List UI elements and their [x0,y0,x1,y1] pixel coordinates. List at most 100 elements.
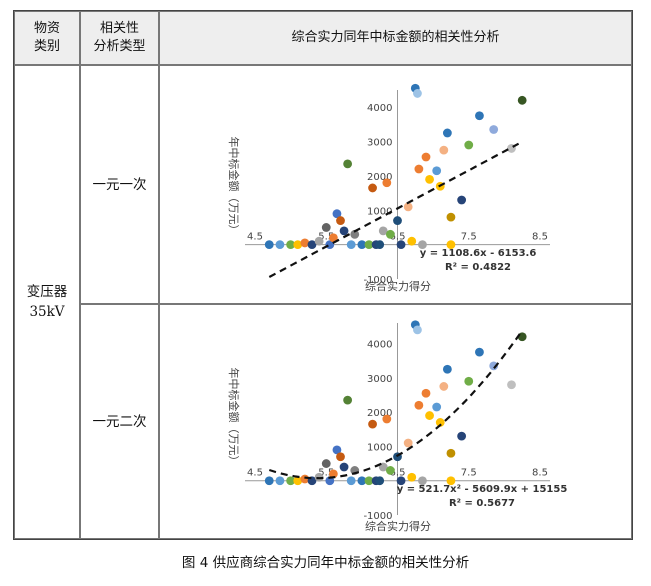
header-analysis-type: 相关性 分析类型 [80,11,159,65]
scatter-chart-linear: 4.5 5.5 6.5 7.5 8.5 -1000 1000 2000 3000 4000 y = … [227,83,550,293]
data-point [343,395,353,405]
y-tick-label: 4000 [367,103,392,114]
data-point [293,476,303,486]
data-point [442,128,452,138]
data-point [364,476,374,486]
data-point [475,111,484,121]
data-point [464,140,474,150]
data-point [343,159,353,169]
analysis-table: 物资类别 相关性 分析类型 综合实力同年中标金额的相关性分析 变压器 35kV 一元… [13,10,633,540]
header-chart-title: 综合实力同年中标金额的相关性分析 [159,11,632,65]
x-tick-label: 8.5 [532,232,548,243]
data-point [339,226,349,236]
data-point [307,240,317,250]
category-voltage: 35kV [29,304,65,320]
data-point [368,183,377,193]
trendline [268,329,524,480]
data-point [446,212,456,222]
data-point [418,476,427,486]
data-point [413,325,422,335]
data-point [332,209,342,219]
data-point [378,226,388,236]
header-category: 物资 类别 [14,11,80,65]
data-point [432,166,442,176]
header-analysis-type-line1: 相关性 [99,21,139,36]
x-axis-title: 综合实力得分 [365,519,431,533]
header-category-line2: 类别 [33,39,60,54]
data-point [275,240,285,250]
x-axis-title: 综合实力得分 [365,279,431,293]
data-point [286,476,296,486]
data-point [321,459,331,468]
data-point [425,411,434,420]
data-point [264,240,274,250]
data-point [332,445,342,455]
data-point [368,419,377,429]
trend-equation: y = 1108.6x - 6153.6 [420,248,537,259]
y-tick-label: -1000 [363,511,392,522]
data-point [382,178,392,188]
row2-type-cell: 一元二次 [80,304,159,539]
row1-type-label: 一元一次 [92,176,147,193]
x-tick-label: 8.5 [532,468,548,479]
data-point [375,476,385,486]
header-chart-title-text: 综合实力同年中标金额的相关性分析 [291,30,500,45]
data-point [421,388,431,398]
row1-chart-cell: 4.5 5.5 6.5 7.5 8.5 -1000 1000 2000 3000 4000 y = … [159,65,632,304]
x-tick-label: 4.5 [247,232,263,243]
data-point [489,361,499,371]
data-point [393,216,402,225]
data-point [413,89,422,98]
data-point [403,202,413,212]
data-point [425,174,434,184]
data-point [442,364,452,374]
data-point [336,216,345,225]
y-tick-label: 2000 [367,408,392,419]
data-point [432,402,442,412]
data-point [346,240,356,250]
data-point [475,347,484,357]
data-point [457,195,467,205]
category-name: 变压器 [26,284,68,300]
data-point [346,476,356,486]
data-point [403,438,413,448]
data-point [421,152,431,162]
data-point [364,240,374,250]
y-tick-label: 4000 [367,340,392,351]
data-point [293,240,303,250]
y-tick-label: 2000 [367,172,392,183]
data-point [414,164,424,174]
data-point [357,476,367,486]
data-point [336,452,345,462]
data-point [328,233,338,243]
data-point [414,400,424,410]
data-point [382,414,392,424]
data-point [446,240,456,250]
data-point [339,462,349,472]
data-point [385,229,395,239]
data-point [396,240,406,250]
data-point [407,472,417,482]
y-axis-title: 年中标金额（万元） [227,137,241,236]
data-point [385,466,395,475]
y-tick-label: 3000 [367,138,392,149]
data-point [350,229,360,239]
x-tick-label: 4.5 [247,468,263,479]
data-point [464,376,474,386]
data-point [435,418,445,427]
data-point [357,240,367,250]
data-point [446,476,456,486]
x-tick-label: 6.5 [390,468,406,479]
trend-equation: y = 521.7x² - 5609.9x + 15155 [397,484,568,495]
data-point [446,448,456,458]
data-point [396,476,406,486]
r-squared: R² = 0.5677 [449,498,515,509]
x-tick-label: 5.5 [318,232,334,243]
data-point [275,476,285,486]
data-point [375,240,385,250]
data-point [407,236,417,246]
header-category-line1: 物资 [33,21,60,36]
y-axis-title: 年中标金额（万元） [227,368,241,467]
x-tick-label: 7.5 [461,232,477,243]
data-point [328,469,338,479]
